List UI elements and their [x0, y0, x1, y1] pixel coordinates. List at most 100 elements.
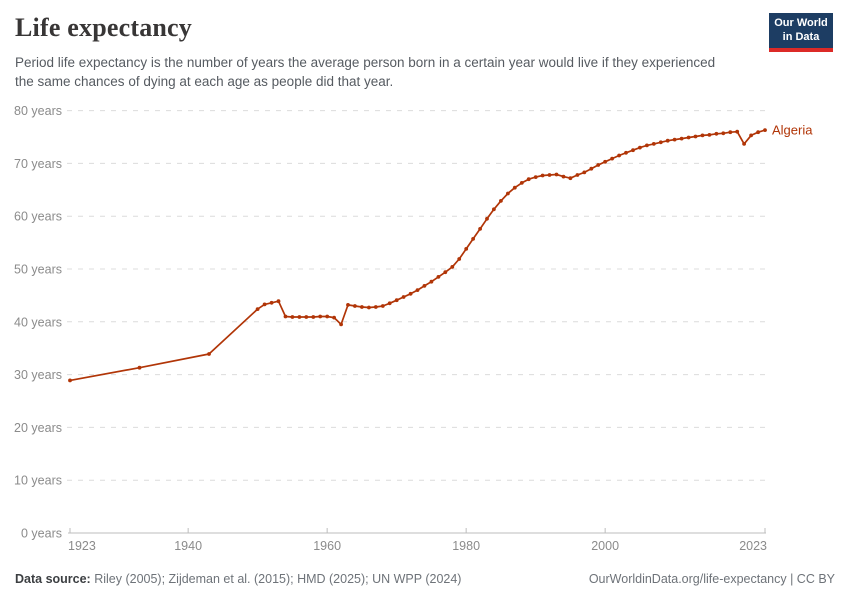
data-point[interactable]	[728, 130, 733, 135]
data-point[interactable]	[519, 181, 524, 185]
y-tick-label: 30 years	[14, 368, 62, 382]
y-tick-label: 10 years	[14, 474, 62, 488]
series-line[interactable]	[69, 129, 766, 382]
data-point[interactable]	[763, 128, 767, 133]
data-point[interactable]	[707, 133, 712, 137]
data-point[interactable]	[297, 315, 302, 319]
y-tick-label: 0 years	[21, 527, 62, 541]
data-point[interactable]	[68, 378, 72, 383]
data-point[interactable]	[547, 173, 552, 177]
data-point[interactable]	[582, 170, 587, 175]
data-point[interactable]	[624, 150, 628, 155]
data-point[interactable]	[401, 295, 406, 299]
data-point[interactable]	[137, 365, 142, 370]
data-point[interactable]	[631, 148, 635, 153]
data-point[interactable]	[721, 131, 726, 136]
data-point[interactable]	[526, 177, 531, 182]
data-point[interactable]	[255, 307, 260, 311]
data-point[interactable]	[367, 305, 371, 310]
data-point[interactable]	[262, 302, 267, 307]
y-tick-label: 80 years	[14, 104, 62, 118]
data-point[interactable]	[450, 265, 455, 269]
data-point[interactable]	[353, 304, 357, 308]
data-point[interactable]	[485, 216, 489, 221]
y-tick-label: 60 years	[14, 210, 62, 224]
x-tick-label: 2000	[591, 539, 619, 553]
data-point[interactable]	[276, 299, 281, 304]
data-point[interactable]	[700, 133, 705, 138]
data-point[interactable]	[651, 142, 656, 146]
data-source-text: Riley (2005); Zijdeman et al. (2015); HM…	[90, 572, 462, 586]
data-point[interactable]	[589, 166, 594, 171]
x-tick-label: 1960	[313, 539, 341, 553]
data-point[interactable]	[290, 315, 295, 319]
data-point[interactable]	[346, 303, 350, 307]
data-point[interactable]	[422, 284, 427, 288]
owid-logo[interactable]: Our World in Data	[769, 13, 833, 52]
data-point[interactable]	[394, 298, 399, 303]
data-point[interactable]	[756, 130, 760, 135]
data-point[interactable]	[332, 315, 336, 320]
data-point[interactable]	[325, 314, 330, 319]
data-point[interactable]	[568, 176, 573, 181]
data-point[interactable]	[645, 143, 649, 148]
data-point[interactable]	[749, 133, 753, 138]
data-point[interactable]	[512, 185, 517, 190]
data-point[interactable]	[506, 191, 510, 196]
x-tick-label: 1923	[68, 539, 96, 553]
data-point[interactable]	[304, 315, 309, 319]
data-point[interactable]	[686, 135, 691, 140]
data-point[interactable]	[714, 131, 719, 136]
data-point[interactable]	[464, 247, 469, 251]
chart-footer: Data source: Riley (2005); Zijdeman et a…	[0, 572, 850, 590]
data-point[interactable]	[679, 136, 684, 141]
data-point[interactable]	[596, 163, 601, 167]
data-point[interactable]	[311, 315, 316, 319]
chart-subtitle: Period life expectancy is the number of …	[15, 55, 716, 90]
data-point[interactable]	[561, 174, 566, 179]
data-point[interactable]	[540, 173, 545, 178]
x-tick-label: 1940	[174, 539, 202, 553]
series-label[interactable]: Algeria	[772, 123, 813, 138]
data-source-note: Data source: Riley (2005); Zijdeman et a…	[15, 572, 461, 586]
data-point[interactable]	[436, 275, 441, 279]
data-point[interactable]	[610, 156, 614, 161]
data-point[interactable]	[658, 140, 663, 145]
data-point[interactable]	[318, 314, 323, 319]
data-point[interactable]	[415, 288, 420, 292]
data-point[interactable]	[373, 305, 378, 309]
data-point[interactable]	[283, 314, 288, 319]
data-point[interactable]	[360, 305, 364, 309]
data-point[interactable]	[742, 142, 746, 146]
data-point[interactable]	[380, 304, 385, 308]
data-point[interactable]	[533, 175, 538, 180]
data-point[interactable]	[478, 227, 482, 231]
data-point[interactable]	[499, 199, 503, 203]
data-point[interactable]	[339, 322, 343, 327]
y-tick-label: 50 years	[14, 263, 62, 277]
data-point[interactable]	[735, 129, 740, 134]
data-point[interactable]	[554, 172, 559, 177]
data-point[interactable]	[638, 145, 642, 150]
data-point[interactable]	[665, 138, 670, 143]
data-point[interactable]	[269, 300, 274, 305]
y-tick-label: 20 years	[14, 421, 62, 435]
data-point[interactable]	[457, 257, 462, 261]
data-point[interactable]	[575, 173, 580, 177]
data-point[interactable]	[408, 291, 413, 296]
data-point[interactable]	[603, 159, 607, 164]
data-point[interactable]	[672, 137, 677, 142]
attribution-link[interactable]: OurWorldinData.org/life-expectancy | CC …	[588, 572, 835, 586]
data-point[interactable]	[492, 207, 496, 212]
owid-logo-line2: in Data	[782, 30, 820, 43]
data-point[interactable]	[443, 270, 448, 275]
data-point[interactable]	[207, 352, 211, 356]
data-point[interactable]	[693, 134, 698, 139]
data-point[interactable]	[617, 153, 621, 158]
data-point[interactable]	[471, 237, 475, 241]
data-point[interactable]	[387, 301, 392, 306]
data-point[interactable]	[429, 279, 434, 284]
data-source-label: Data source:	[15, 572, 91, 586]
